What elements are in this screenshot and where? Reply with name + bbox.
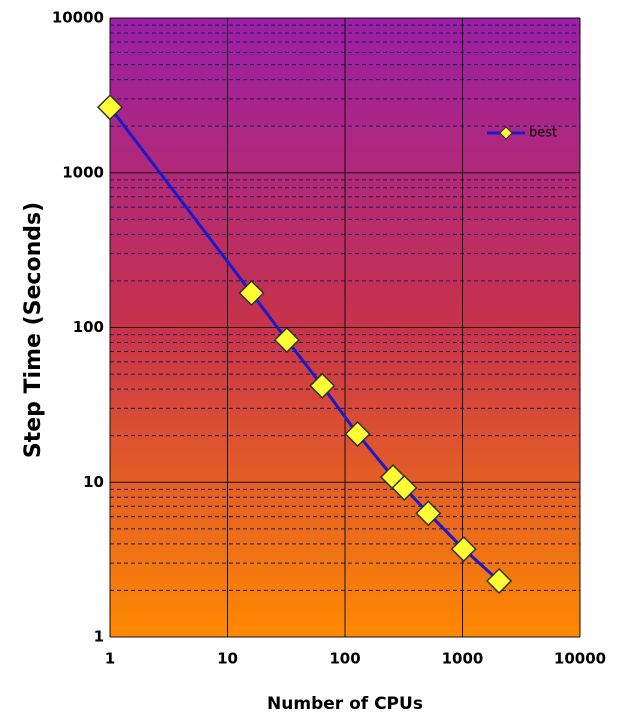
x-tick-label: 100 [329, 650, 360, 668]
data-point [273, 326, 300, 354]
x-tick-label: 1 [105, 650, 115, 668]
legend-label: best [529, 126, 557, 141]
data-point [415, 500, 442, 527]
data-point [344, 420, 371, 448]
data-point [391, 474, 418, 501]
y-axis-label: Step Time (Seconds) [21, 202, 46, 458]
data-point [96, 94, 124, 121]
data-point [450, 536, 477, 563]
x-tick-label: 1000 [442, 650, 484, 668]
legend-marker [499, 126, 513, 140]
y-tick-label: 1 [94, 628, 104, 646]
series-line [108, 106, 501, 583]
y-tick-label: 10 [83, 473, 104, 491]
y-tick-label: 10000 [52, 9, 104, 27]
data-point [309, 372, 336, 399]
y-tick-label: 100 [73, 318, 104, 336]
data-point [238, 279, 265, 307]
data-point [486, 567, 513, 595]
x-axis-label: Number of CPUs [267, 694, 423, 714]
x-tick-label: 10000 [554, 650, 606, 668]
y-tick-label: 1000 [62, 163, 104, 181]
x-tick-label: 10 [217, 650, 238, 668]
